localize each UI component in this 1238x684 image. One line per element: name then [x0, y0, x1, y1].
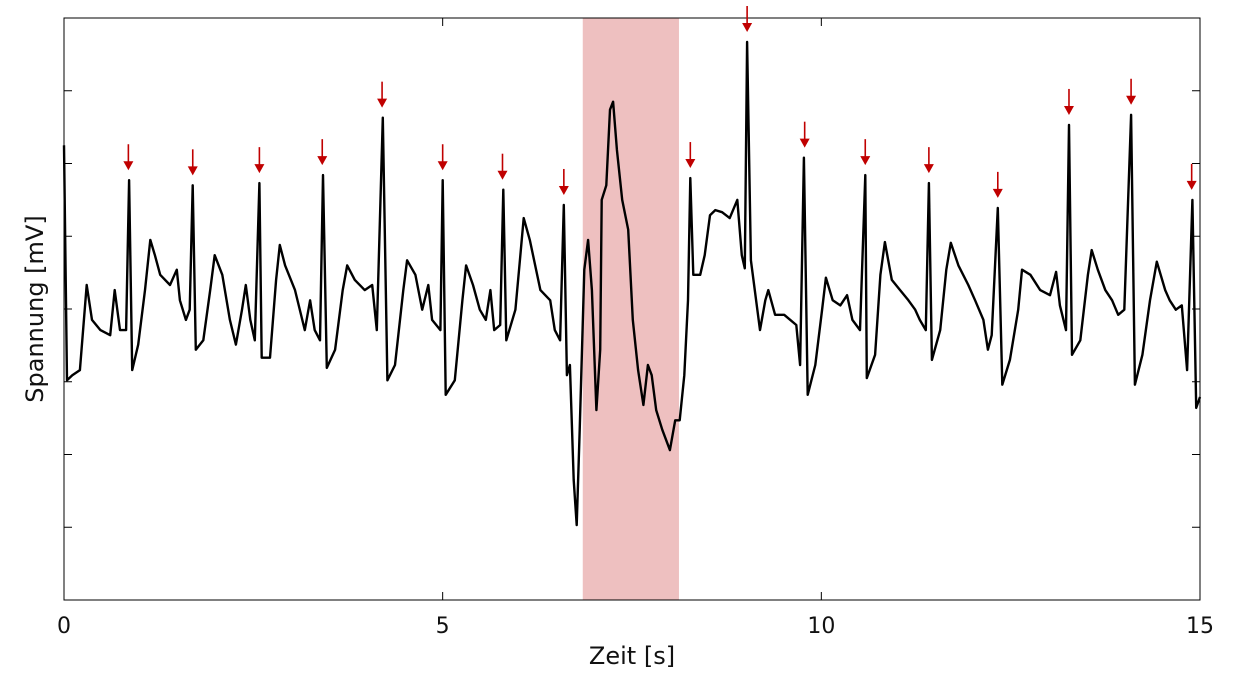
arrow-head: [1126, 95, 1137, 105]
arrow-head: [437, 161, 448, 171]
highlight-band: [582, 18, 679, 600]
beat-marker: [558, 168, 569, 195]
beat-marker: [1063, 88, 1074, 115]
arrow-head: [317, 156, 328, 166]
arrow-head: [187, 166, 198, 176]
beat-marker: [860, 139, 871, 166]
beat-marker: [1186, 163, 1197, 190]
beat-marker: [254, 147, 265, 174]
arrow-head: [742, 23, 753, 33]
arrow-head: [558, 185, 569, 195]
beat-marker: [1126, 78, 1137, 105]
arrow-head: [1186, 180, 1197, 190]
arrow-head: [497, 170, 508, 180]
arrow-head: [254, 164, 265, 174]
beat-marker: [497, 153, 508, 180]
arrow-head: [1063, 105, 1074, 115]
beat-marker: [799, 121, 810, 148]
beat-marker: [742, 6, 753, 33]
beat-marker: [377, 81, 388, 108]
arrow-head: [685, 159, 696, 169]
beat-marker: [685, 142, 696, 169]
arrow-head: [860, 156, 871, 166]
x-tick-label: 15: [1186, 614, 1214, 639]
arrow-head: [923, 164, 934, 174]
x-axis-label: Zeit [s]: [589, 642, 675, 670]
y-axis-label: Spannung [mV]: [21, 215, 49, 402]
beat-marker: [317, 139, 328, 166]
x-tick-label: 0: [57, 614, 71, 639]
x-tick-label: 10: [807, 614, 835, 639]
x-tick-label: 5: [436, 614, 450, 639]
arrow-head: [992, 188, 1003, 198]
arrow-head: [799, 138, 810, 148]
beat-marker: [992, 171, 1003, 198]
beat-marker: [187, 149, 198, 176]
arrow-head: [123, 161, 134, 171]
beat-marker: [123, 144, 134, 171]
beat-marker: [437, 144, 448, 171]
ecg-trace: [62, 40, 1202, 527]
beat-marker: [923, 147, 934, 174]
arrow-head: [377, 98, 388, 108]
